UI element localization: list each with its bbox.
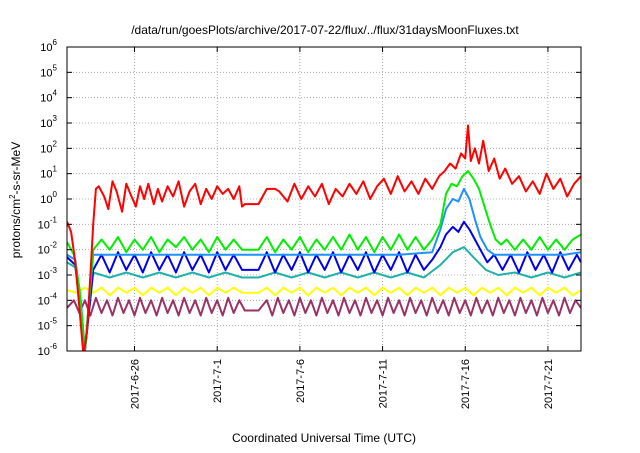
y-tick-label: 102 [40,139,57,155]
tick-layer: 10-6 10-5 10-4 10-3 10-2 10-1 100 101 102 103 104 1… [38,38,581,409]
svg-text:protons/cm2-s-sr-MeV: protons/cm2-s-sr-MeV [8,142,23,258]
y-tick-label: 103 [40,114,57,130]
y-tick-label: 106 [40,38,57,54]
y-tick-label: 105 [40,63,57,79]
x-tick-label: 2017-7-21 [543,359,555,409]
x-axis-label: Coordinated Universal Time (UTC) [232,431,416,445]
y-tick-label: 10-1 [38,215,58,231]
x-tick-label: 2017-7-11 [378,359,390,408]
y-axis-label-post: -s-sr-MeV [9,142,23,195]
series-line [67,296,581,317]
series-line [67,170,581,351]
y-tick-label: 101 [40,165,57,181]
series-layer [67,124,581,351]
y-tick-label: 10-3 [38,266,58,282]
y-tick-label: 10-6 [38,342,58,358]
y-tick-label: 10-4 [38,291,58,307]
series-line [67,246,581,351]
chart-title: /data/run/goesPlots/archive/2017-07-22/f… [131,23,519,37]
x-tick-label: 2017-6-26 [130,359,142,409]
x-tick-label: 2017-7-1 [212,359,224,403]
x-tick-label: 2017-7-6 [295,359,307,403]
x-tick-label: 2017-7-16 [460,359,472,409]
y-axis-label: protons/cm2-s-sr-MeV [8,142,23,258]
y-tick-label: 10-5 [38,317,58,333]
y-tick-label: 10-2 [38,241,58,257]
y-tick-label: 100 [40,190,57,206]
series-line [67,286,581,297]
y-tick-label: 104 [40,89,57,105]
series-line [67,124,581,351]
y-axis-label-pre: protons/cm [9,199,23,258]
y-axis-label-sup: 2 [8,194,17,199]
series-line [67,187,581,351]
